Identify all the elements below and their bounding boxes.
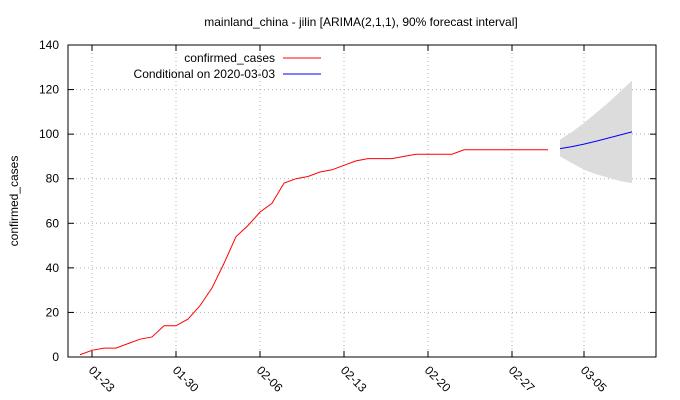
- chart-title: mainland_china - jilin [ARIMA(2,1,1), 90…: [204, 15, 517, 29]
- y-tick-label: 60: [46, 216, 60, 230]
- x-tick-label: 01-23: [86, 363, 118, 395]
- series-line-confirmed-cases: [79, 149, 548, 356]
- forecast-band: [560, 80, 632, 184]
- x-tick-label: 01-30: [170, 363, 202, 395]
- series-lines: [79, 131, 633, 356]
- forecast-interval-band: [560, 80, 632, 184]
- y-tick-label: 0: [52, 350, 59, 364]
- x-tick-label: 02-27: [506, 363, 538, 395]
- legend-label-confirmed-cases: confirmed_cases: [184, 51, 275, 65]
- x-tick-label: 02-20: [422, 363, 454, 395]
- y-tick-label: 140: [39, 38, 59, 52]
- x-tick-label: 03-05: [578, 363, 610, 395]
- y-axis-ticks: 0 20 40 60 80 100 120 140: [39, 38, 656, 364]
- y-tick-label: 40: [46, 261, 60, 275]
- y-tick-label: 100: [39, 127, 59, 141]
- legend-label-conditional: Conditional on 2020-03-03: [134, 67, 276, 81]
- y-axis-label: confirmed_cases: [7, 156, 21, 247]
- x-axis-ticks: 01-23 01-30 02-06 02-13 02-20 02-27 03-05: [86, 45, 610, 395]
- plot-frame: [67, 44, 657, 358]
- x-tick-label: 02-06: [254, 363, 286, 395]
- legend: confirmed_cases Conditional on 2020-03-0…: [134, 51, 321, 81]
- series-line-conditional: [559, 131, 633, 150]
- y-tick-label: 20: [46, 305, 60, 319]
- y-tick-label: 120: [39, 83, 59, 97]
- y-tick-label: 80: [46, 172, 60, 186]
- grid: [68, 45, 656, 357]
- x-tick-label: 02-13: [338, 363, 370, 395]
